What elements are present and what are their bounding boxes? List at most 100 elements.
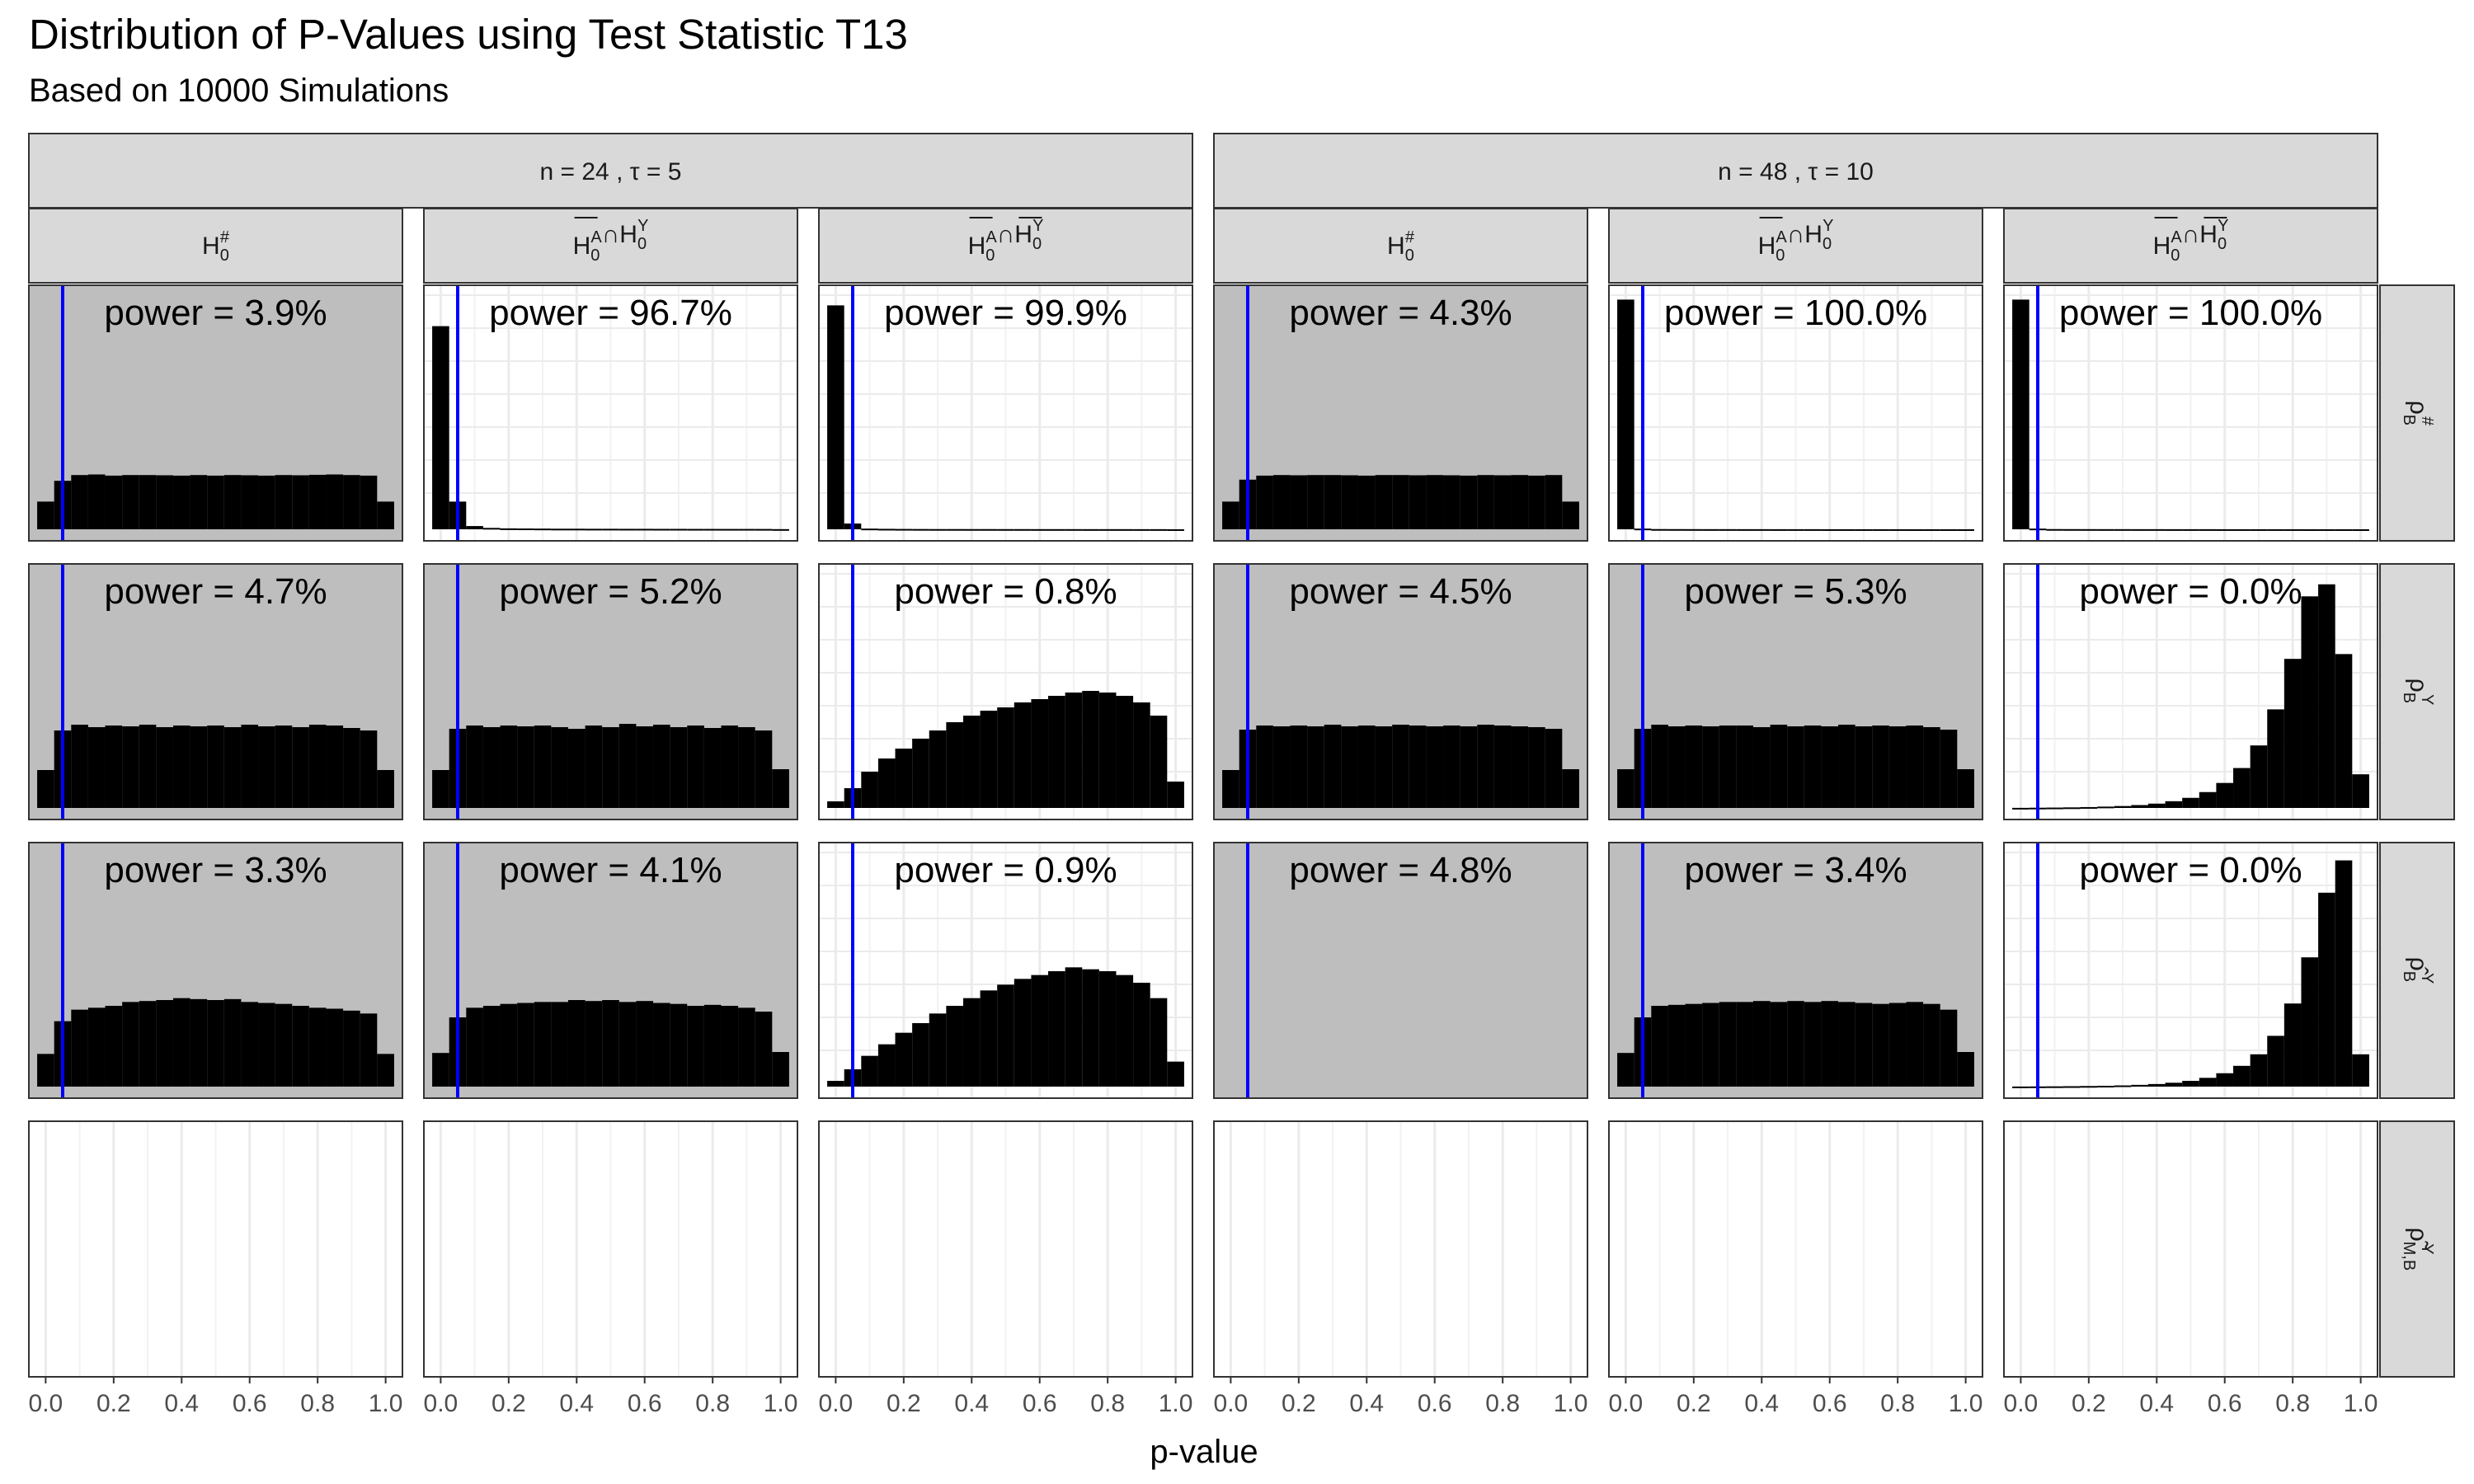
histogram-bar — [602, 727, 619, 808]
histogram-bar — [2301, 957, 2319, 1087]
x-tick-label: 0.0 — [424, 1390, 459, 1417]
histogram-bar — [1562, 501, 1579, 529]
row-strip — [2379, 842, 2455, 1099]
panel — [28, 1120, 403, 1378]
histogram-bar — [1651, 1006, 1668, 1087]
hypothesis-label: H0A∩H0Y — [2153, 217, 2229, 265]
histogram-bar — [1617, 1053, 1634, 1087]
histogram-bar — [738, 1007, 755, 1087]
histogram-bar — [241, 475, 259, 529]
panel: power = 5.2% — [423, 563, 798, 820]
histogram-bar — [653, 1003, 670, 1087]
histogram-bar — [360, 730, 378, 808]
histogram-bar — [308, 725, 327, 808]
power-label: power = 0.9% — [894, 850, 1117, 890]
panel — [2003, 1120, 2378, 1378]
histogram-bar — [1719, 528, 1737, 531]
x-tick-label: 0.8 — [1090, 1390, 1125, 1417]
histogram-bar — [2233, 768, 2251, 808]
x-tick-label: 0.0 — [2004, 1390, 2039, 1417]
panel: power = 99.9% — [818, 284, 1193, 542]
histogram-bar — [827, 305, 844, 529]
histogram-bar — [190, 998, 208, 1087]
histogram-bar — [1940, 1009, 1958, 1087]
histogram-bar — [585, 726, 603, 808]
x-tick-label: 0.2 — [2072, 1390, 2106, 1417]
histogram-bar — [1855, 1003, 1873, 1087]
histogram-bar — [618, 1002, 637, 1087]
histogram-bar — [827, 1081, 844, 1087]
histogram-bar — [1787, 1001, 1804, 1087]
panel-border — [818, 842, 1193, 1099]
power-label: power = 96.7% — [489, 293, 732, 333]
histogram-bar — [551, 528, 568, 531]
histogram-bar — [326, 1008, 344, 1087]
histogram-bar — [687, 726, 704, 808]
histogram-bar — [636, 528, 654, 531]
panel-border — [1608, 1120, 1983, 1378]
histogram-bar — [861, 1055, 878, 1087]
histogram-bar — [2233, 528, 2251, 531]
histogram-bar — [2182, 528, 2199, 531]
panel: power = 3.4% — [1608, 842, 1983, 1099]
panel-border — [28, 284, 403, 542]
histogram-bar — [618, 528, 637, 531]
row-label: ρB# — [2400, 401, 2436, 426]
histogram-bar — [1855, 528, 1873, 531]
x-tick-label: 0.4 — [2139, 1390, 2174, 1417]
histogram-bar — [1736, 1002, 1753, 1087]
histogram-bar — [1770, 528, 1788, 531]
histogram-bar — [912, 528, 929, 531]
histogram-bar — [87, 727, 106, 808]
panel-border — [423, 1120, 798, 1378]
x-axis-label: p-value — [1150, 1434, 1258, 1470]
histogram-bar — [1617, 769, 1634, 808]
histogram-bar — [2012, 1086, 2030, 1088]
histogram-bar — [37, 770, 54, 808]
histogram-bar — [432, 1053, 449, 1087]
panel — [1608, 1120, 1983, 1378]
histogram-bar — [482, 1006, 501, 1087]
histogram-bar — [997, 528, 1014, 531]
histogram-bar — [929, 730, 947, 808]
histogram-bar — [636, 726, 654, 808]
histogram-bar — [2012, 299, 2030, 529]
histogram-bar — [71, 725, 88, 808]
histogram-bar — [962, 528, 981, 531]
histogram-bar — [2199, 1078, 2217, 1087]
histogram-bar — [1082, 969, 1099, 1087]
histogram-bar — [105, 726, 123, 808]
histogram-bar — [772, 528, 789, 531]
histogram-bar — [703, 1004, 722, 1087]
histogram-bar — [1719, 726, 1737, 808]
row-strip — [2379, 284, 2455, 542]
histogram-bar — [602, 528, 619, 531]
panel: power = 3.9% — [28, 284, 403, 542]
x-tick-label: 0.0 — [819, 1390, 854, 1417]
power-label: power = 3.4% — [1684, 850, 1907, 890]
histogram-bar — [1923, 1003, 1940, 1087]
histogram-bar — [1752, 528, 1771, 531]
histogram-bar — [1667, 1004, 1686, 1087]
histogram-bar — [2250, 528, 2268, 531]
histogram-bar — [2199, 791, 2217, 808]
histogram-bar — [1048, 696, 1065, 808]
histogram-bar — [1290, 726, 1308, 808]
histogram-bar — [432, 326, 449, 529]
power-label: power = 0.0% — [2079, 850, 2302, 890]
histogram-bar — [1838, 528, 1856, 531]
histogram-bar — [1256, 726, 1273, 808]
histogram-bar — [2062, 1086, 2081, 1088]
histogram-bar — [980, 990, 998, 1087]
x-tick-label: 0.8 — [2275, 1390, 2310, 1417]
x-tick-label: 0.6 — [628, 1390, 662, 1417]
histogram-bar — [2182, 797, 2199, 808]
histogram-bar — [87, 474, 106, 529]
histogram-bar — [308, 474, 327, 529]
hypothesis-text: H0# — [202, 228, 230, 265]
histogram-bar — [258, 726, 275, 808]
histogram-bar — [292, 1006, 309, 1087]
histogram-bar — [687, 1006, 704, 1087]
histogram-bar — [1341, 726, 1358, 808]
